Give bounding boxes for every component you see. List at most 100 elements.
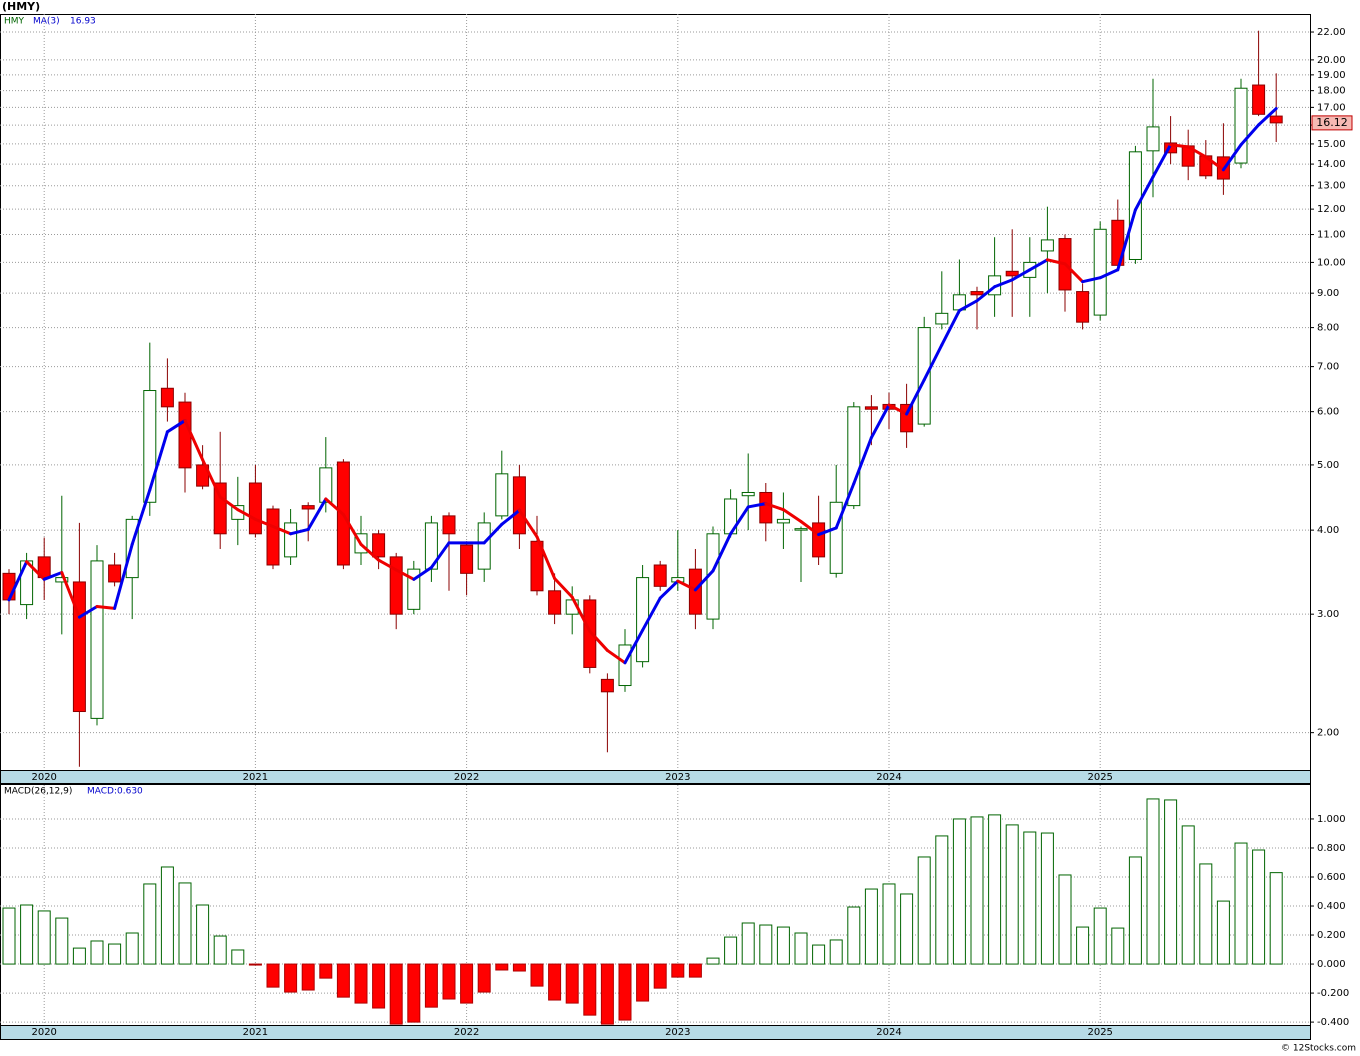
candle-body (583, 599, 597, 668)
macd-bar (864, 888, 878, 965)
ma-line (905, 378, 926, 416)
candle-body (160, 387, 174, 408)
candle-body (864, 406, 878, 410)
candle-body (653, 564, 667, 587)
ma-line (887, 403, 909, 416)
macd-bar (530, 963, 544, 987)
ma-line (641, 596, 662, 632)
macd-bar (688, 963, 702, 978)
ma-line (324, 497, 345, 516)
macd-bar (125, 932, 139, 965)
candle-body (794, 528, 808, 531)
y-tick-label: 9.00 (1317, 288, 1339, 299)
macd-bar (248, 963, 262, 966)
candle-body (1005, 270, 1019, 277)
macd-bar (196, 904, 210, 965)
ma-line (77, 604, 99, 619)
macd-bar (935, 835, 949, 965)
ma-line (60, 570, 81, 619)
macd-bar (1199, 863, 1213, 965)
ma-line (1098, 268, 1120, 280)
ma-line (1239, 123, 1261, 147)
ma-line (1045, 258, 1067, 266)
macd-bar (284, 963, 298, 993)
ma-line (42, 570, 64, 581)
y-tick-label: 15.00 (1317, 139, 1346, 150)
ma-line (218, 495, 240, 512)
ma-line (570, 595, 592, 633)
macd-bar (1216, 900, 1230, 965)
candle-body (108, 564, 122, 583)
candle-body (90, 560, 104, 719)
ma-line (852, 436, 873, 486)
ma-line (1116, 208, 1137, 272)
candle-body (301, 505, 315, 510)
candle-body (72, 581, 86, 713)
candle-body (319, 467, 333, 503)
macd-bar (741, 922, 755, 965)
candle-body (372, 533, 386, 558)
candle-body (776, 518, 790, 524)
y-tick-label: 0.000 (1317, 959, 1346, 970)
macd-bar (389, 963, 403, 1025)
ma-line (183, 419, 205, 462)
y-tick-label: 0.400 (1317, 901, 1346, 912)
macd-bar (1252, 849, 1266, 965)
x-tick-label: 2025 (1087, 1027, 1112, 1038)
candle-body (55, 577, 69, 583)
macd-bar (1040, 832, 1054, 965)
ma-line (1010, 268, 1032, 282)
macd-bar (794, 932, 808, 965)
candle-body (917, 327, 931, 425)
candle-body (143, 390, 157, 503)
candle-body (266, 508, 280, 566)
y-tick-label: 11.00 (1317, 230, 1346, 241)
candle-body (688, 568, 702, 615)
candle-body (460, 544, 474, 574)
x-tick-label: 2023 (665, 1027, 690, 1038)
x-tick-label: 2022 (454, 772, 479, 783)
y-tick-label: 5.00 (1317, 460, 1339, 471)
ma-line (7, 560, 29, 602)
ma-line (130, 488, 152, 546)
macd-bar (776, 926, 790, 965)
ma-line (922, 343, 944, 382)
candle-body (812, 522, 826, 558)
macd-bar (424, 963, 438, 1008)
x-tick-label: 2020 (31, 772, 56, 783)
candle-body (442, 515, 456, 535)
ma-line (500, 508, 521, 526)
ma-line (623, 628, 645, 665)
candle-body (477, 522, 491, 570)
macd-bar (1076, 926, 1090, 965)
ma-line (517, 508, 539, 539)
macd-bar (354, 963, 368, 1004)
candle-body (512, 476, 526, 535)
candle-body (1269, 115, 1283, 124)
macd-bar (1111, 927, 1125, 965)
ma-line (535, 535, 557, 580)
candle-body (759, 491, 773, 524)
macd-bar (900, 893, 914, 965)
ma-line (236, 508, 257, 521)
candle-body (248, 482, 262, 535)
candle-body (1040, 239, 1054, 252)
macd-bar (1234, 842, 1248, 965)
candle-body (178, 401, 192, 469)
y-tick-label: 19.00 (1317, 70, 1346, 81)
legend-ma-value: 16.93 (70, 17, 96, 27)
macd-bar (213, 935, 227, 965)
candle-body (1164, 142, 1178, 154)
x-tick-label: 2021 (243, 772, 268, 783)
ma-line (482, 522, 504, 545)
candle-body (1128, 151, 1142, 260)
y-tick-label: 2.00 (1317, 728, 1339, 739)
macd-bar (706, 957, 720, 965)
candle-body (548, 590, 562, 615)
ma-line (341, 512, 363, 546)
macd-bar (90, 940, 104, 965)
macd-bar (1164, 799, 1178, 965)
x-tick-label: 2021 (243, 1027, 268, 1038)
ma-line (377, 558, 398, 572)
ma-line (588, 629, 609, 652)
